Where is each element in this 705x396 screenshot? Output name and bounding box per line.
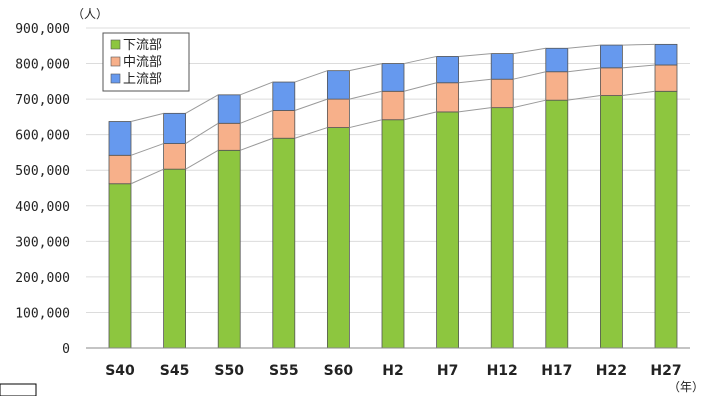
bar-segment (272, 110, 296, 139)
connector-line (349, 119, 383, 129)
x-tick-label: S45 (160, 363, 190, 379)
connector-line (622, 64, 656, 69)
connector-line (622, 90, 656, 97)
connector-line (403, 82, 437, 92)
connector-line (403, 111, 437, 121)
bar-segment (163, 143, 187, 170)
y-tick-label: 200,000 (15, 271, 70, 286)
x-tick-label: H27 (650, 363, 681, 379)
bar-segment (436, 111, 460, 349)
x-tick-label: S55 (269, 363, 299, 379)
legend-label: 中流部 (123, 55, 162, 70)
x-tick-label: S40 (105, 363, 135, 379)
connector-line (349, 90, 383, 100)
connector-line (458, 53, 492, 57)
connector-line (185, 122, 219, 144)
legend-label: 上流部 (123, 72, 162, 87)
x-tick-label: S50 (214, 363, 244, 379)
x-tick-label: H12 (487, 363, 518, 379)
connector-line (130, 143, 164, 156)
bar-segment (654, 90, 678, 349)
bar-segment (436, 56, 460, 84)
bar-segment (217, 149, 241, 349)
connector-line (240, 81, 273, 96)
y-tick-label: 400,000 (15, 200, 70, 215)
connector-line (622, 43, 656, 46)
bar-segment (163, 168, 187, 349)
bar-segment (108, 121, 132, 156)
corner-box (0, 383, 37, 396)
y-tick-label: 900,000 (15, 22, 70, 37)
y-axis-unit-label: （人） (72, 7, 108, 21)
bar-segment (490, 78, 514, 109)
bar-segment (272, 137, 296, 349)
y-tick-label: 500,000 (15, 164, 70, 179)
y-tick-label: 600,000 (15, 129, 70, 144)
x-tick-label: H2 (382, 363, 403, 379)
bar-segment (108, 183, 132, 349)
connector-line (130, 112, 164, 122)
y-tick-label: 300,000 (15, 235, 70, 250)
x-tick-label: H17 (541, 363, 572, 379)
x-tick-label: H7 (437, 363, 458, 379)
bar-segment (381, 90, 405, 121)
bar-segment (272, 81, 296, 111)
y-tick-label: 0 (62, 342, 70, 357)
connector-line (403, 55, 437, 65)
connector-line (513, 71, 546, 80)
bar-segment (381, 63, 405, 92)
connector-line (513, 47, 546, 55)
bar-segment (326, 98, 350, 128)
bar-segment (545, 47, 569, 73)
x-tick-label: S60 (324, 363, 354, 379)
bar-segment (326, 70, 350, 100)
connector-line (513, 99, 546, 109)
connector-line (185, 149, 219, 170)
connector-line (349, 63, 383, 72)
y-tick-label: 100,000 (15, 306, 70, 321)
bar-segment (108, 154, 132, 185)
bar-segment (217, 122, 241, 151)
connector-line (567, 67, 601, 73)
bar-segment (654, 64, 678, 92)
bar-segment (436, 82, 460, 113)
bar-segment (600, 44, 623, 69)
bar-segment (600, 67, 623, 96)
legend-swatch (110, 56, 121, 67)
legend-swatch (110, 39, 121, 50)
bar-segment (381, 119, 405, 349)
connector-line (130, 168, 164, 185)
y-tick-label: 700,000 (15, 93, 70, 108)
legend-swatch (110, 73, 121, 84)
bar-segment (217, 94, 241, 124)
connector-lines (130, 43, 656, 185)
bars (108, 43, 678, 349)
bar-segment (326, 127, 350, 349)
bar-segment (490, 107, 514, 349)
y-tick-label: 800,000 (15, 58, 70, 73)
connector-line (240, 110, 273, 124)
x-tick-label: H22 (596, 363, 627, 379)
bar-segment (163, 112, 187, 144)
connector-line (458, 107, 492, 113)
bar-segment (545, 71, 569, 101)
bar-segment (654, 43, 678, 66)
connector-line (294, 127, 328, 139)
x-axis-ticks: S40 S45 S50 S55 S60 H2 H7 H12 H17 H22 H27 (105, 363, 681, 379)
connector-line (240, 137, 273, 151)
connector-line (185, 94, 219, 114)
connector-line (294, 98, 328, 111)
connector-line (567, 44, 601, 49)
connector-line (294, 70, 328, 83)
bar-segment (545, 99, 569, 349)
bar-segment (490, 53, 514, 80)
x-axis-unit-label: （年） (668, 380, 704, 394)
legend-label: 下流部 (123, 38, 162, 53)
connector-line (567, 95, 601, 101)
connector-line (458, 78, 492, 84)
y-axis-ticks: 0 100,000 200,000 300,000 400,000 500,000 600,… (15, 22, 70, 357)
bar-segment (600, 95, 623, 349)
